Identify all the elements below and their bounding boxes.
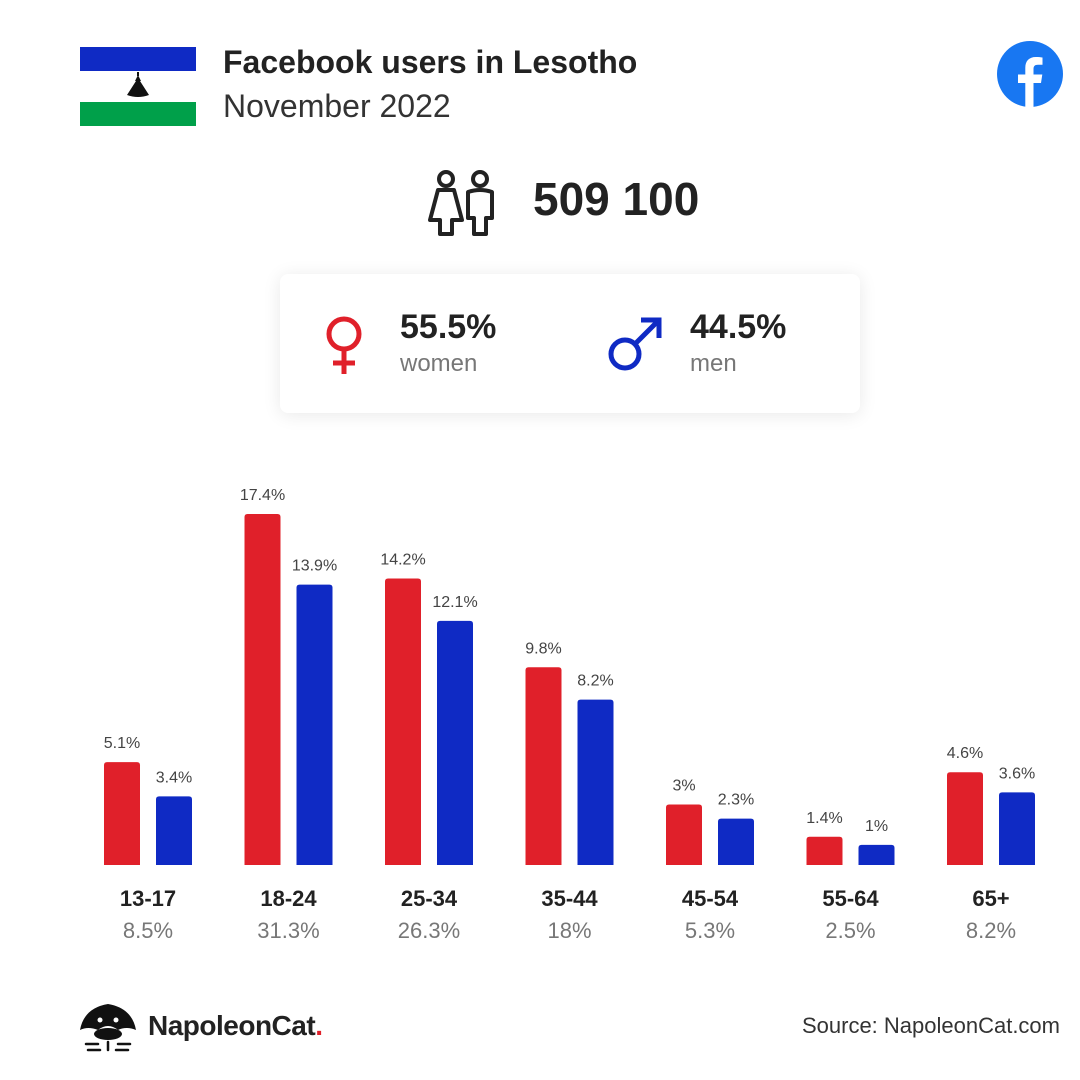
men-percentage: 44.5% [690,308,787,346]
bar-13-17-men [156,796,192,865]
bar-25-34-men [437,620,473,865]
age-category-total: 2.5% [825,918,875,943]
bar-55-64-women [806,836,843,865]
bar-45-54-men [718,818,754,865]
age-category-label: 65+ [972,886,1009,911]
bar-35-44-women [525,667,562,865]
bar-55-64-men [858,844,895,865]
age-category-label: 35-44 [541,886,598,911]
age-category-label: 13-17 [120,886,176,911]
age-category-label: 55-64 [822,886,879,911]
gender-split-card: 55.5% women 44.5% men [280,274,860,413]
age-distribution-chart: 5.1% 3.4% 13-17 8.5% 17.4% 13.9% 18-24 31.3% 14.… [104,487,1035,943]
age-category-label: 18-24 [260,886,317,911]
bar-value-label: 13.9% [292,558,337,575]
bar-25-34-women [385,578,421,865]
age-category-label: 45-54 [682,886,739,911]
female-symbol-icon [326,316,362,374]
bar-value-label: 1% [865,818,888,835]
bar-value-label: 3% [672,777,695,794]
bar-18-24-women [244,514,281,865]
bar-value-label: 3.6% [999,765,1035,782]
bar-value-label: 12.1% [432,594,477,611]
source-text: Source: NapoleonCat.com [801,1013,1060,1038]
age-category-total: 8.2% [966,918,1016,943]
bar-value-label: 1.4% [806,810,842,827]
bar-13-17-women [104,762,140,865]
bar-value-label: 8.2% [577,673,613,690]
bar-value-label: 3.4% [156,769,192,786]
age-category-total: 31.3% [257,918,319,943]
bar-18-24-men [296,584,333,865]
bar-value-label: 9.8% [525,640,561,657]
women-label: women [400,350,478,377]
bar-value-label: 17.4% [240,487,285,504]
brand-name: NapoleonCat. [148,1010,323,1041]
page-title: Facebook users in Lesotho [223,44,638,80]
bar-value-label: 2.3% [718,792,754,809]
people-icon [428,170,494,236]
page-subtitle: November 2022 [223,88,451,124]
age-category-label: 25-34 [401,886,458,911]
bar-65+-men [999,792,1035,865]
age-category-total: 8.5% [123,918,173,943]
bar-65+-women [947,772,983,865]
napoleoncat-logo-icon [80,1004,136,1052]
lesotho-flag-icon [80,47,196,126]
age-category-total: 5.3% [685,918,735,943]
bar-35-44-men [577,699,614,865]
men-label: men [690,350,737,377]
age-category-total: 18% [547,918,591,943]
bar-45-54-women [666,804,702,865]
facebook-icon [997,41,1063,107]
bar-value-label: 4.6% [947,745,983,762]
male-symbol-icon [608,317,662,371]
age-category-total: 26.3% [398,918,460,943]
total-users-value: 509 100 [533,173,700,225]
women-percentage: 55.5% [400,308,497,346]
bar-value-label: 5.1% [104,735,140,752]
bar-value-label: 14.2% [380,552,425,569]
